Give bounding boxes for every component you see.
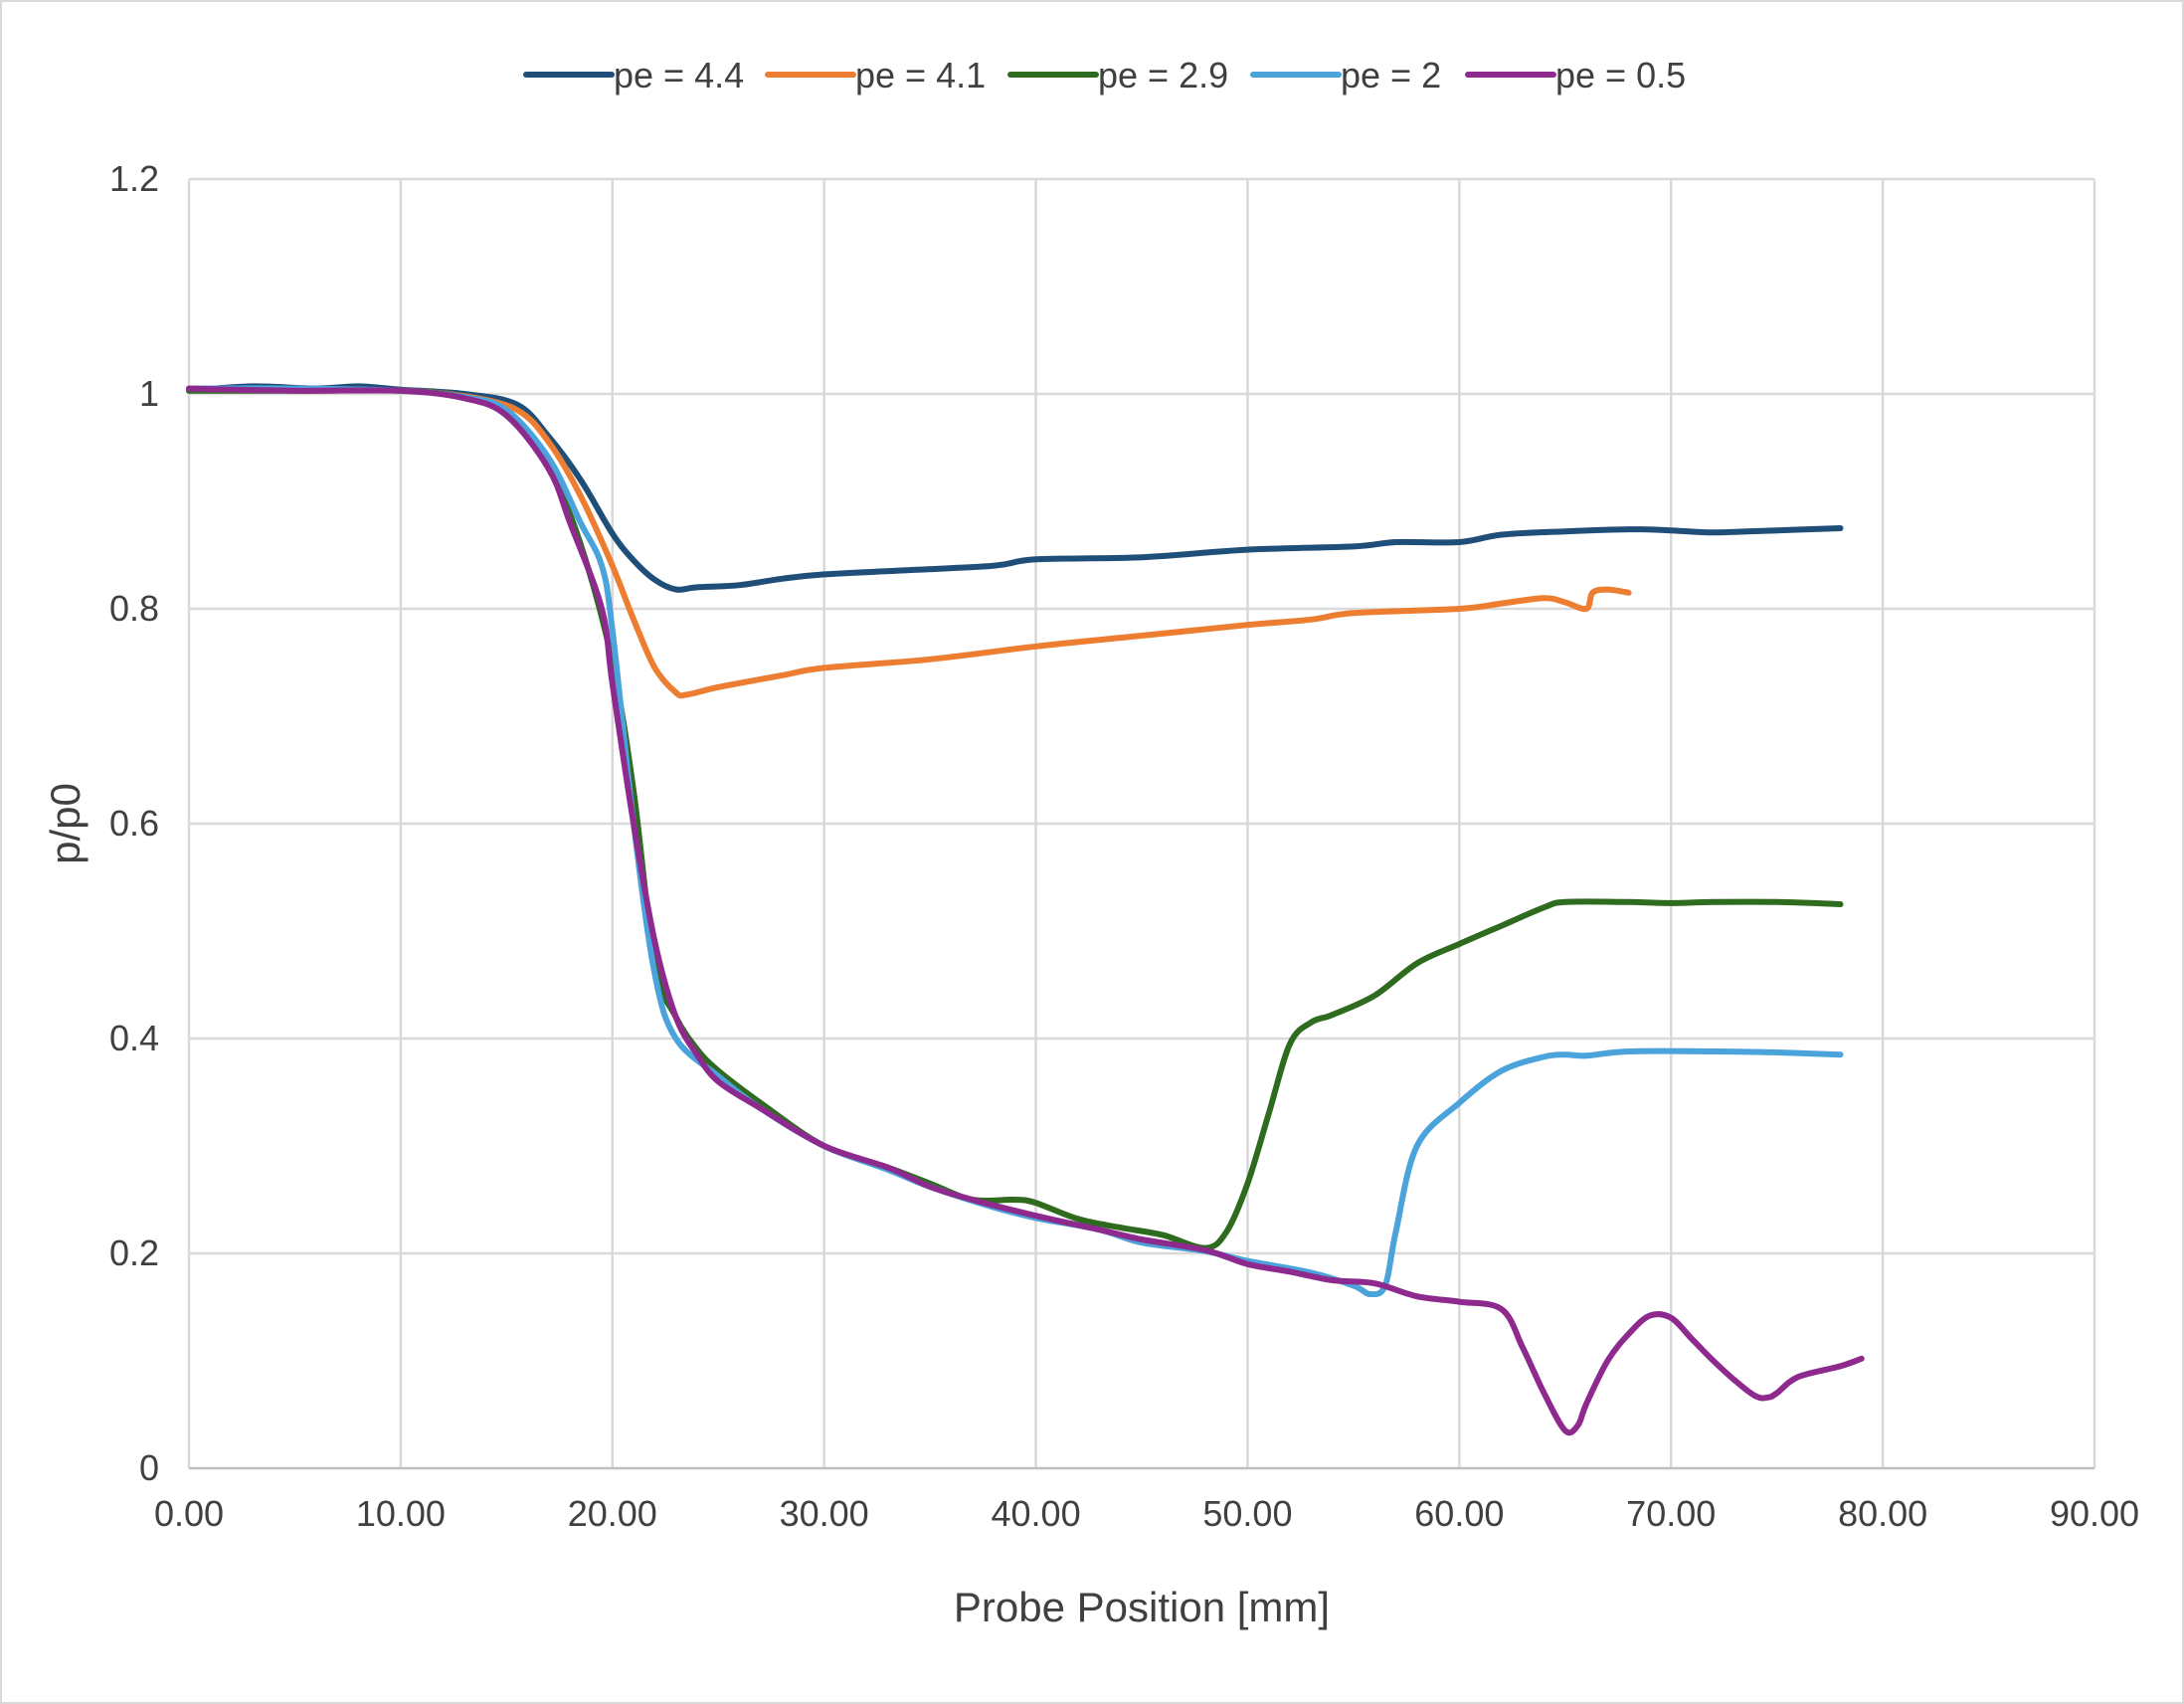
y-axis-title: p/p0	[42, 783, 89, 864]
series-line-1	[186, 385, 1632, 699]
x-tick-label: 40.00	[992, 1493, 1081, 1534]
legend-label: pe = 4.4	[614, 55, 744, 95]
y-tick-label: 1	[139, 373, 159, 414]
y-tick-label: 0.6	[109, 803, 159, 844]
legend-label: pe = 0.5	[1555, 55, 1686, 95]
series-line-2	[186, 387, 1844, 1251]
x-tick-label: 10.00	[356, 1493, 446, 1534]
gridlines	[189, 177, 2096, 1468]
series-line-3	[186, 385, 1844, 1298]
x-tick-label: 90.00	[2050, 1493, 2139, 1534]
y-tick-label: 0.8	[109, 588, 159, 629]
x-tick-label: 70.00	[1626, 1493, 1716, 1534]
legend-label: pe = 4.1	[855, 55, 986, 95]
series-line-4	[186, 385, 1865, 1436]
y-tick-label: 0.4	[109, 1018, 159, 1058]
x-tick-label: 60.00	[1414, 1493, 1504, 1534]
y-tick-label: 0	[139, 1447, 159, 1488]
legend-label: pe = 2	[1341, 55, 1441, 95]
y-tick-label: 0.2	[109, 1232, 159, 1273]
x-tick-label: 50.00	[1202, 1493, 1292, 1534]
x-axis-ticks: 0.00 10.00 20.00 30.00 40.00 50.00 60.00 70.00 8…	[154, 1493, 2139, 1534]
series-lines	[186, 383, 1865, 1436]
y-axis-ticks: 0 0.2 0.4 0.6 0.8 1 1.2	[109, 158, 159, 1488]
x-axis-title: Probe Position [mm]	[954, 1584, 1330, 1630]
axes	[187, 179, 2094, 1470]
legend-label: pe = 2.9	[1098, 55, 1228, 95]
x-tick-label: 80.00	[1838, 1493, 1927, 1534]
y-tick-label: 1.2	[109, 158, 159, 199]
legend: pe = 4.4 pe = 4.1 pe = 2.9 pe = 2 pe = 0.5	[523, 55, 1686, 95]
x-tick-label: 30.00	[780, 1493, 869, 1534]
x-tick-label: 0.00	[154, 1493, 224, 1534]
series-line-0	[186, 383, 1844, 593]
x-tick-label: 20.00	[568, 1493, 657, 1534]
